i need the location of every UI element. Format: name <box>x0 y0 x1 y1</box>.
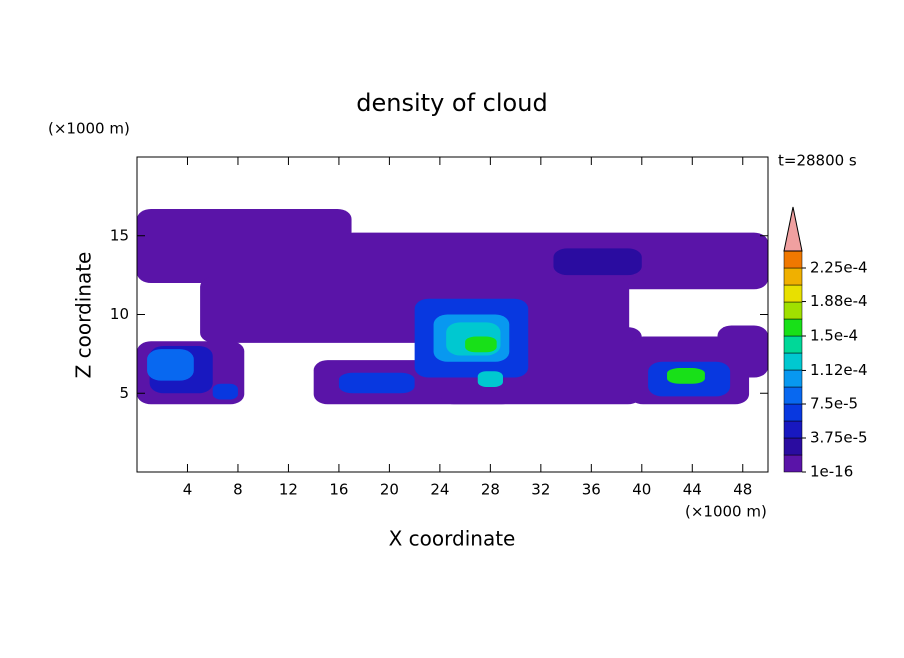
colorbar-band <box>783 369 803 388</box>
colorbar-band <box>783 250 803 269</box>
colorbar-band <box>783 352 803 371</box>
x-axis-label: X coordinate <box>389 527 516 551</box>
x-tick-label: 24 <box>430 481 449 499</box>
colorbar-band <box>783 318 803 337</box>
x-tick-label: 4 <box>183 481 193 499</box>
contour-region <box>641 264 768 287</box>
x-tick-label: 28 <box>481 481 500 499</box>
colorbar-band <box>783 284 803 303</box>
x-tick-label: 8 <box>233 481 243 499</box>
colorbar-band <box>783 386 803 405</box>
colorbar-tick-label: 2.25e-4 <box>810 259 868 277</box>
x-tick-label: 12 <box>279 481 298 499</box>
y-tick-label: 15 <box>110 226 129 244</box>
contour-region <box>137 208 352 283</box>
contour-region <box>553 248 642 276</box>
contour-region <box>465 336 497 353</box>
colorbar-band <box>783 301 803 320</box>
y-axis-label: Z coordinate <box>72 252 96 379</box>
colorbar-tick-label: 3.75e-5 <box>810 429 868 447</box>
colorbar-tick-label: 7.5e-5 <box>810 395 858 413</box>
contour-region <box>338 372 415 394</box>
colorbar-band <box>783 420 803 439</box>
x-tick-label: 40 <box>632 481 651 499</box>
colorbar-tick-label: 1.88e-4 <box>810 292 868 310</box>
y-unit: (×1000 m) <box>48 120 130 138</box>
colorbar-band <box>783 454 803 473</box>
colorbar-band <box>783 267 803 286</box>
colorbar-tick-label: 1.5e-4 <box>810 327 858 345</box>
x-tick-label: 48 <box>733 481 752 499</box>
contour-region <box>667 368 705 384</box>
colorbar-band <box>783 437 803 456</box>
x-tick-label: 44 <box>683 481 702 499</box>
colorbar-band <box>783 403 803 422</box>
x-tick-label: 36 <box>582 481 601 499</box>
contour-region <box>147 349 194 381</box>
contour-region <box>212 383 238 400</box>
time-label: t=28800 s <box>778 152 857 170</box>
chart-title: density of cloud <box>356 89 547 117</box>
colorbar-tick-label: 1e-16 <box>810 463 853 481</box>
contour-region <box>477 371 503 387</box>
x-unit: (×1000 m) <box>685 503 767 521</box>
colorbar-extension <box>783 206 803 252</box>
y-tick-label: 5 <box>119 384 129 402</box>
y-tick-label: 10 <box>110 305 129 323</box>
x-tick-label: 32 <box>531 481 550 499</box>
x-tick-label: 16 <box>329 481 348 499</box>
colorbar-tick-label: 1.12e-4 <box>810 361 868 379</box>
colorbar-band <box>783 335 803 354</box>
contour-region <box>717 325 768 378</box>
x-tick-label: 20 <box>380 481 399 499</box>
